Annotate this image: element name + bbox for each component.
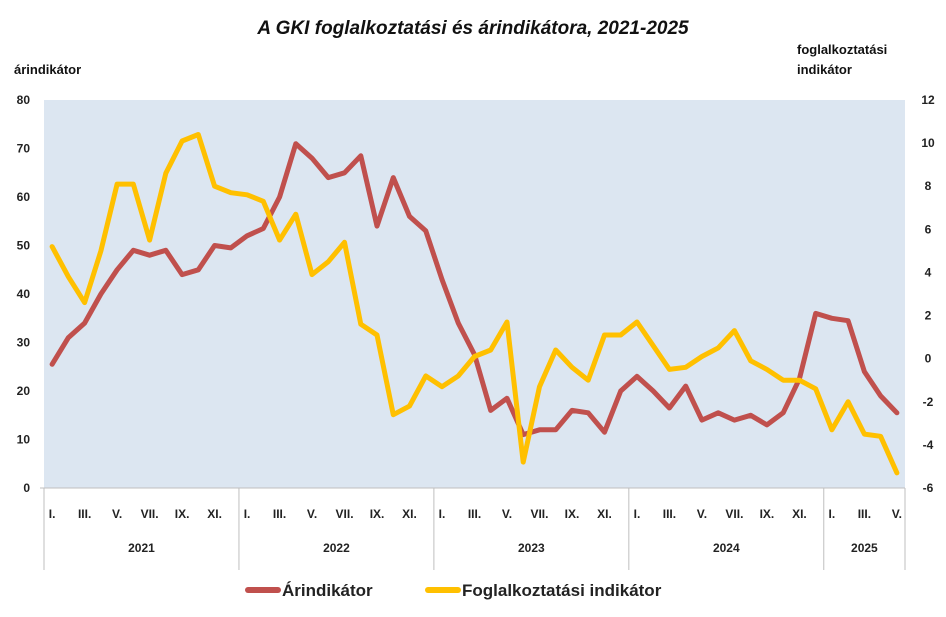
left-tick-label: 60 [17, 190, 31, 204]
right-tick-label: -4 [923, 438, 934, 452]
x-tick-label: IX. [760, 507, 775, 521]
x-tick-label: III. [858, 507, 871, 521]
legend-label: Árindikátor [282, 581, 373, 600]
x-tick-label: V. [892, 507, 902, 521]
series-layer [49, 132, 900, 476]
legend-label: Foglalkoztatási indikátor [462, 581, 662, 600]
x-tick-label: XI. [792, 507, 807, 521]
x-tick-label: VII. [725, 507, 743, 521]
x-tick-label: III. [468, 507, 481, 521]
year-label: 2025 [851, 541, 878, 555]
x-axis: I. III. V. VII. IX. XI. 2021 I. III. V. VII. IX. XI.… [40, 487, 906, 570]
x-tick-label: V. [112, 507, 122, 521]
right-tick-label: 6 [925, 222, 932, 236]
left-tick-label: 70 [17, 142, 31, 156]
right-axis-title-line-2: indikátor [797, 62, 852, 77]
right-tick-label: 8 [925, 179, 932, 193]
left-tick-label: 30 [17, 336, 31, 350]
series-line [49, 132, 900, 476]
x-tick-label: V. [697, 507, 707, 521]
left-axis-title: árindikátor [14, 62, 81, 77]
right-axis-ticks: -6 -4 -2 0 2 4 6 8 10 12 [921, 93, 935, 495]
year-label: 2021 [128, 541, 155, 555]
x-tick-label: IX. [370, 507, 385, 521]
x-tick-label: XI. [402, 507, 417, 521]
legend: Árindikátor Foglalkoztatási indikátor [245, 581, 662, 600]
right-tick-label: -2 [923, 395, 934, 409]
x-tick-label: VII. [336, 507, 354, 521]
x-tick-label: V. [307, 507, 317, 521]
x-tick-label: XI. [207, 507, 222, 521]
left-tick-label: 80 [17, 93, 31, 107]
chart-title: A GKI foglalkoztatási és árindikátora, 2… [256, 18, 689, 39]
right-tick-label: 2 [925, 309, 932, 323]
x-tick-label: V. [502, 507, 512, 521]
x-tick-label: I. [634, 507, 641, 521]
x-tick-label: III. [273, 507, 286, 521]
right-axis-title-line-1: foglalkoztatási [797, 42, 887, 57]
x-tick-label: IX. [175, 507, 190, 521]
left-tick-label: 10 [17, 433, 31, 447]
right-tick-label: -6 [923, 481, 934, 495]
right-tick-label: 0 [925, 352, 932, 366]
x-tick-label: III. [663, 507, 676, 521]
x-tick-label: XI. [597, 507, 612, 521]
right-tick-label: 4 [925, 265, 932, 279]
x-tick-label: VII. [141, 507, 159, 521]
x-tick-label: I. [244, 507, 251, 521]
right-tick-label: 12 [921, 93, 935, 107]
left-tick-label: 0 [23, 481, 30, 495]
left-tick-label: 40 [17, 287, 31, 301]
x-tick-label: III. [78, 507, 91, 521]
year-label: 2023 [518, 541, 545, 555]
x-tick-label: I. [829, 507, 836, 521]
x-tick-label: VII. [530, 507, 548, 521]
x-tick-label: I. [439, 507, 446, 521]
year-label: 2024 [713, 541, 740, 555]
left-tick-label: 20 [17, 384, 31, 398]
x-tick-label: IX. [565, 507, 580, 521]
year-label: 2022 [323, 541, 350, 555]
left-axis-ticks: 0 10 20 30 40 50 60 70 80 [17, 93, 31, 495]
left-tick-label: 50 [17, 239, 31, 253]
right-tick-label: 10 [921, 136, 935, 150]
x-tick-label: I. [49, 507, 56, 521]
